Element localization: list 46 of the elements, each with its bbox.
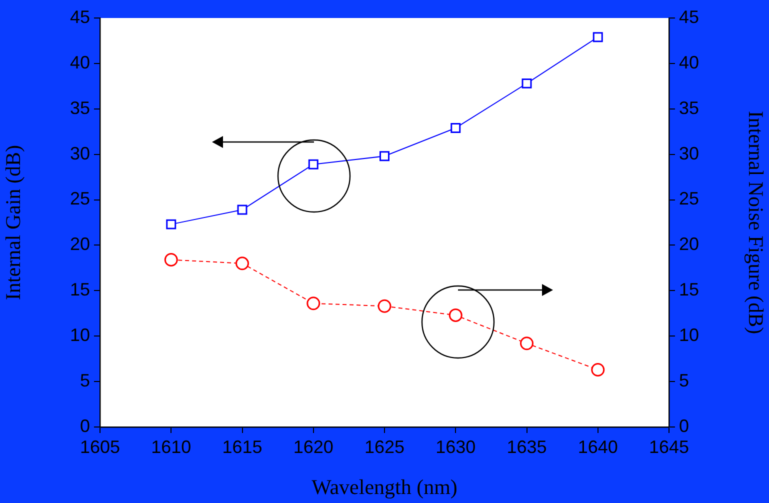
point: [166, 219, 176, 230]
point: [450, 122, 461, 133]
point: [522, 78, 532, 88]
point: [164, 253, 178, 267]
x-axis-title: Wavelength (nm): [312, 474, 458, 499]
y2-tick-label: 30: [679, 143, 700, 164]
point: [592, 32, 603, 42]
y-tick-label: 35: [70, 98, 90, 118]
y2-tick-label: 45: [679, 6, 700, 27]
x-tick-label: 1635: [506, 436, 547, 457]
y-tick-label: 25: [70, 188, 90, 209]
x-tick-label: 1605: [80, 436, 120, 457]
y-tick-label: 5: [80, 370, 90, 391]
y2-tick-label: 15: [679, 280, 700, 300]
point: [308, 159, 318, 170]
y-tick-label: 30: [70, 143, 90, 164]
y2-tick-label: 5: [679, 370, 690, 391]
point: [520, 336, 534, 350]
x-tick-label: 1640: [578, 436, 618, 457]
y2-tick-label: 25: [679, 188, 700, 209]
point: [380, 151, 390, 162]
x-tick-label: 1620: [293, 436, 334, 457]
point: [591, 362, 605, 376]
y-tick-label: 40: [70, 52, 90, 72]
point: [237, 204, 248, 215]
x-tick-label: 1615: [222, 436, 262, 457]
y2-tick-label: 35: [679, 98, 700, 118]
point: [378, 299, 392, 313]
x-tick-label: 1625: [364, 436, 405, 457]
y-tick-label: 20: [70, 234, 90, 254]
point: [448, 308, 462, 322]
y-tick-label: 45: [70, 6, 90, 27]
y-axis-title: Internal Gain (dB): [1, 144, 26, 300]
y2-tick-label: 10: [679, 325, 700, 346]
y2-tick-label: 0: [679, 416, 690, 436]
y2-tick-label: 40: [679, 52, 700, 72]
x-tick-label: 1610: [151, 436, 192, 457]
y-tick-label: 10: [70, 325, 90, 346]
x-tick-label: 1630: [436, 436, 476, 457]
y2-tick-label: 20: [679, 234, 700, 254]
y2-axis-title: Internal Noise Figure (dB): [744, 110, 768, 334]
point: [236, 256, 249, 270]
point: [306, 296, 320, 310]
x-tick-label: 1645: [648, 436, 690, 457]
y-tick-label: 0: [80, 416, 90, 436]
y-tick-label: 15: [70, 280, 90, 300]
